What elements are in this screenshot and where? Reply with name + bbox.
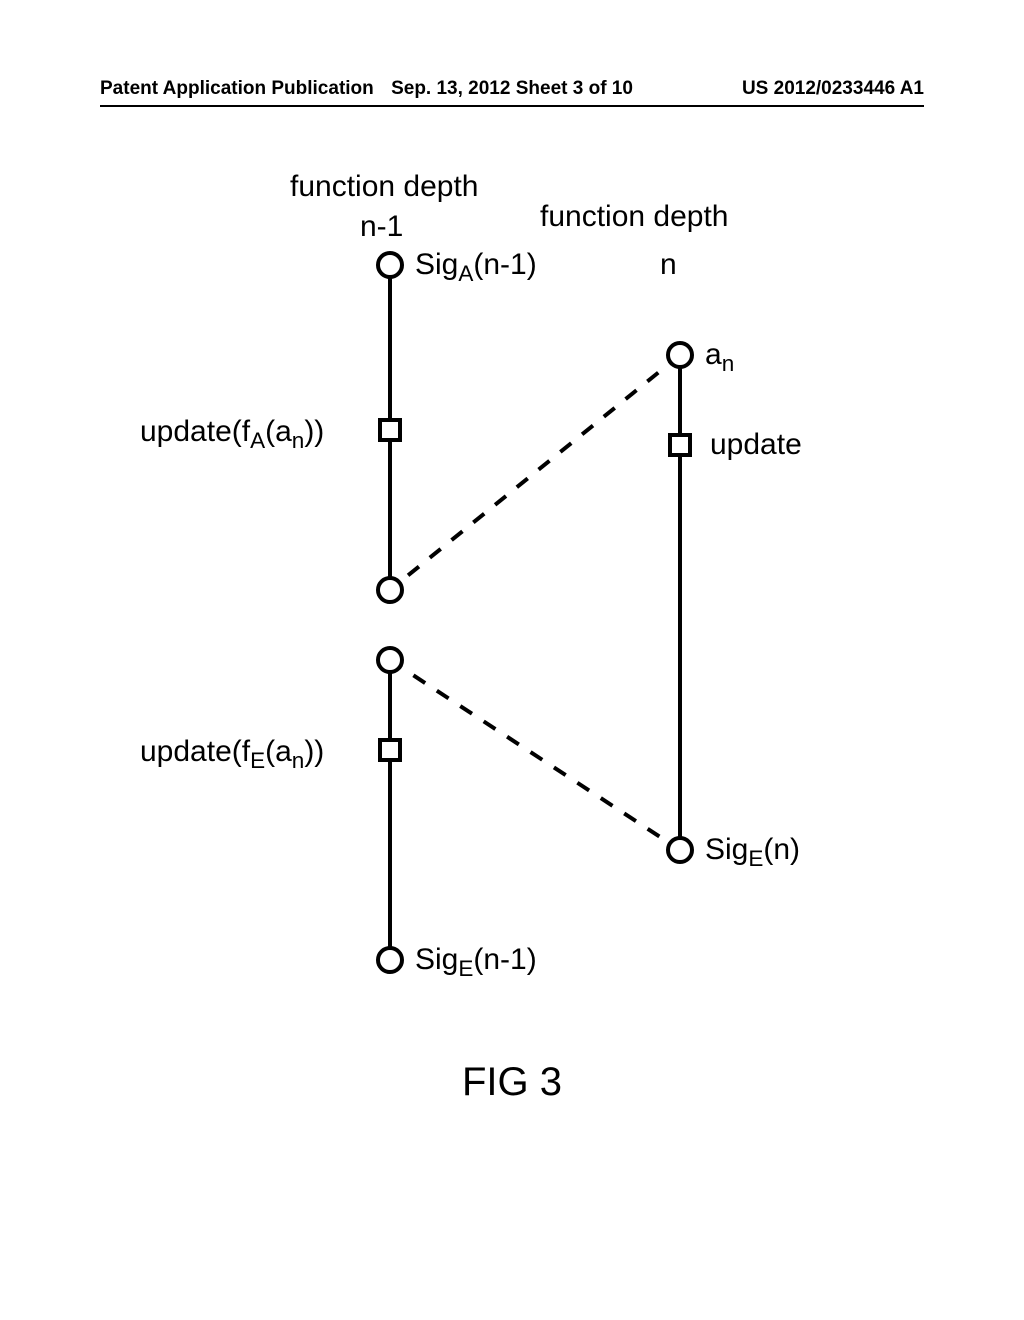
label-sig-en: SigE(n) — [705, 833, 800, 872]
label-an: an — [705, 338, 734, 377]
label-sig-a: SigA(n-1) — [415, 248, 537, 287]
label-update: update — [710, 428, 802, 462]
diagram-svg — [0, 170, 1024, 1070]
header-left: Patent Application Publication — [100, 78, 375, 100]
header-right: US 2012/0233446 A1 — [649, 78, 924, 100]
label-function-depth-1-n: n-1 — [360, 210, 403, 244]
header-center: Sep. 13, 2012 Sheet 3 of 10 — [375, 78, 650, 100]
header-rule — [100, 105, 924, 107]
label-function-depth-2-n: n — [660, 248, 677, 282]
diagram-container: function depth n-1 function depth n SigA… — [0, 170, 1024, 1070]
label-sig-e: SigE(n-1) — [415, 943, 537, 982]
figure-label: FIG 3 — [0, 1060, 1024, 1105]
label-function-depth-1: function depth — [290, 170, 478, 204]
label-update-fa: update(fA(an)) — [140, 415, 324, 454]
label-function-depth-2: function depth — [540, 200, 728, 234]
label-update-fe: update(fE(an)) — [140, 735, 324, 774]
